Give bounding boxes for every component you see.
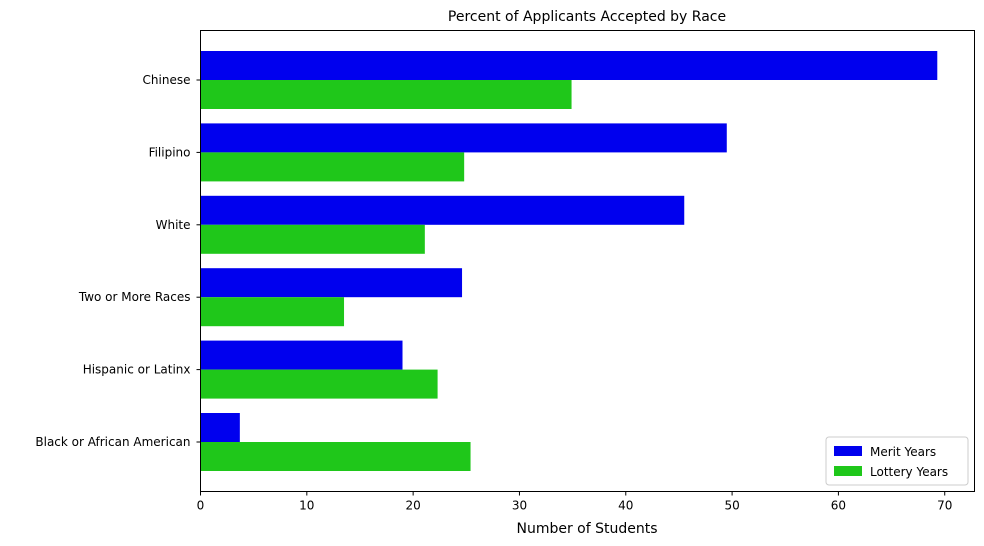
legend-swatch-lottery-years [834,466,862,476]
x-axis-ticks: 0 10 20 30 40 50 60 70 [197,491,952,513]
y-tick-label: Black or African American [35,435,190,449]
bar-merit-years-black-or-african-american [200,413,240,442]
x-tick-label: 70 [937,499,952,513]
bar-lottery-years-hispanic-or-latinx [200,369,438,399]
legend-label-lottery-years: Lottery Years [870,465,948,479]
bars-layer [200,51,938,471]
bar-lottery-years-two-or-more-races [200,297,345,327]
bar-lottery-years-black-or-african-american [200,442,471,471]
bar-lottery-years-filipino [200,152,465,182]
chart-title: Percent of Applicants Accepted by Race [448,9,726,25]
y-tick-label: Hispanic or Latinx [83,363,191,377]
bar-lottery-years-white [200,224,425,254]
legend: Merit Years Lottery Years [825,436,969,486]
x-axis-label: Number of Students [516,521,657,537]
x-tick-label: 30 [512,499,527,513]
x-tick-label: 20 [405,499,420,513]
y-tick-label: Filipino [149,145,191,159]
plot-frame [200,30,975,492]
bar-merit-years-filipino [200,123,727,153]
x-tick-label: 50 [724,499,739,513]
bar-merit-years-white [200,195,685,225]
bar-merit-years-hispanic-or-latinx [200,340,403,370]
legend-swatch-merit-years [834,446,862,456]
x-tick-label: 40 [618,499,633,513]
x-tick-label: 10 [299,499,314,513]
bar-merit-years-chinese [200,51,938,80]
bar-merit-years-two-or-more-races [200,268,463,298]
y-tick-label: Two or More Races [78,290,191,304]
y-tick-label: Chinese [143,73,191,87]
x-tick-label: 60 [831,499,846,513]
legend-label-merit-years: Merit Years [870,445,936,459]
x-tick-label: 0 [197,499,205,513]
y-tick-label: White [156,218,191,232]
bar-lottery-years-chinese [200,80,572,109]
y-axis-ticks: Chinese Filipino White Two or More Races His… [35,73,201,449]
